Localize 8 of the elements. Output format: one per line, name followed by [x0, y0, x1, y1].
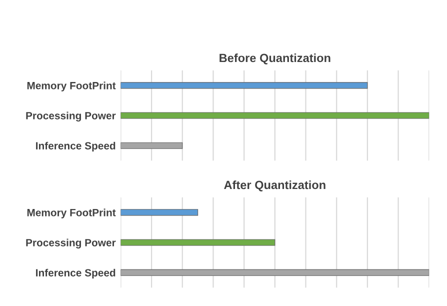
y-tick-label: Processing Power — [26, 238, 116, 248]
y-tick-label: Inference Speed — [36, 142, 116, 152]
chart-title: Before Quantization — [220, 53, 330, 64]
chart-title: After Quantization — [224, 180, 326, 192]
y-tick-label: Processing Power — [26, 112, 116, 122]
y-tick-label: Memory FootPrint — [27, 82, 116, 92]
y-tick-label: Inference Speed — [36, 268, 116, 279]
y-tick-label: Memory FootPrint — [27, 208, 116, 218]
